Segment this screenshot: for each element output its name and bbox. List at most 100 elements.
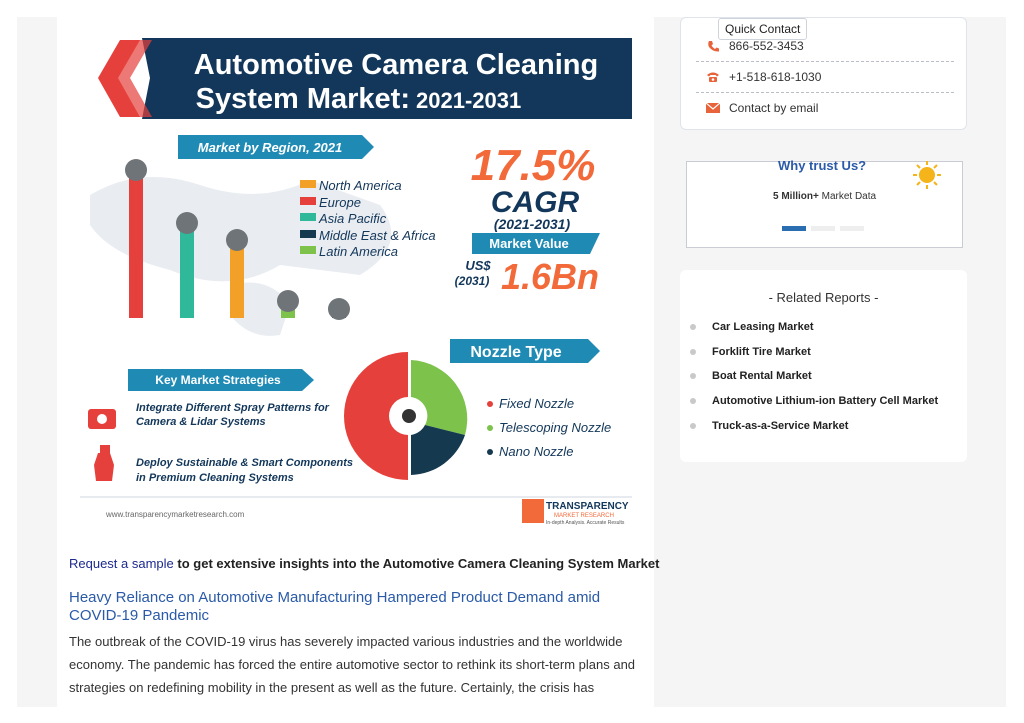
strategy-text: Deploy Sustainable & Smart Components <box>136 457 353 469</box>
us-label: US$ <box>465 258 491 273</box>
region-bar-europe <box>129 175 143 318</box>
related-report-link[interactable]: Car Leasing Market <box>712 321 814 333</box>
nozzle-slice-nano <box>411 425 465 475</box>
legend-swatch <box>300 230 316 238</box>
market-value-banner <box>472 233 600 254</box>
nozzle-banner <box>450 339 600 363</box>
request-sample-text: to get extensive insights into the Autom… <box>173 556 660 571</box>
contact-email-label: Contact by email <box>729 101 819 115</box>
market-infographic: Automotive Camera Cleaning System Market… <box>80 35 632 530</box>
legend-dot <box>487 401 493 407</box>
phone-icon <box>706 39 720 53</box>
strategy-text: Integrate Different Spray Patterns for <box>136 402 330 414</box>
related-report-link[interactable]: Forklift Tire Market <box>712 346 811 358</box>
article-heading: Heavy Reliance on Automotive Manufacturi… <box>69 589 601 624</box>
carousel-indicator[interactable] <box>840 226 864 231</box>
brand-logo-icon <box>522 499 544 523</box>
region-bar-latin-america <box>281 307 295 318</box>
region-bar-asia-pacific <box>180 230 194 318</box>
contact-phone-2-label: +1-518-618-1030 <box>729 70 822 84</box>
brand-name: TRANSPARENCY <box>546 501 629 512</box>
chevron-icon <box>116 40 152 117</box>
sun-icon <box>912 160 942 195</box>
bullet-icon <box>690 349 696 355</box>
us-year: (2031) <box>455 274 490 288</box>
bar-cap-icon <box>176 212 198 234</box>
related-report-item[interactable]: Automotive Lithium-ion Battery Cell Mark… <box>690 395 938 407</box>
nozzle-banner-label: Nozzle Type <box>470 344 561 361</box>
bar-cap-icon <box>277 290 299 312</box>
market-value-label: Market Value <box>489 236 569 251</box>
contact-email[interactable]: Contact by email <box>706 95 954 121</box>
cagr-value: 17.5% <box>471 141 596 190</box>
spray-bottle-icon <box>100 445 110 453</box>
region-bar-north-america <box>230 245 244 318</box>
article-paragraph: The outbreak of the COVID-19 virus has s… <box>69 634 636 695</box>
quick-contact-tooltip: Quick Contact <box>718 18 808 40</box>
trust-stat: 5 Million+ Market Data <box>773 191 876 202</box>
related-reports-box <box>680 270 967 462</box>
brand-sub: MARKET RESEARCH <box>554 513 614 519</box>
legend-swatch <box>300 246 316 254</box>
legend-label: Middle East & Africa <box>319 228 436 243</box>
carousel-indicator-active[interactable] <box>782 226 806 231</box>
world-map-shape <box>230 282 290 336</box>
legend-label: North America <box>319 178 402 193</box>
cagr-years: (2021-2031) <box>494 216 571 232</box>
nozzle-legend-label: Nano Nozzle <box>499 444 573 459</box>
camera-icon <box>97 414 107 424</box>
footer-url: www.transparencymarketresearch.com <box>105 510 245 519</box>
related-report-link[interactable]: Automotive Lithium-ion Battery Cell Mark… <box>712 395 939 407</box>
chevron-icon <box>98 40 140 117</box>
related-report-item[interactable]: Forklift Tire Market <box>690 346 811 358</box>
legend-dot <box>487 425 493 431</box>
bar-cap-icon <box>226 229 248 251</box>
nozzle-legend-label: Telescoping Nozzle <box>499 420 611 435</box>
market-value: 1.6Bn <box>501 256 599 297</box>
strategy-text: Camera & Lidar Systems <box>136 416 266 428</box>
related-report-item[interactable]: Boat Rental Market <box>690 370 812 382</box>
cagr-label: CAGR <box>491 186 580 219</box>
telephone-icon <box>706 70 720 84</box>
strategies-banner-label: Key Market Strategies <box>155 373 281 387</box>
related-report-link[interactable]: Boat Rental Market <box>712 370 812 382</box>
contact-phone-1[interactable]: 866-552-3453 <box>706 33 954 59</box>
legend-label: Europe <box>319 195 361 210</box>
request-sample-link[interactable]: Request a sample <box>69 556 174 571</box>
legend-swatch <box>300 213 316 221</box>
legend-label: Asia Pacific <box>318 211 387 226</box>
bar-cap-icon <box>328 298 350 320</box>
related-report-link[interactable]: Truck-as-a-Service Market <box>712 420 849 432</box>
title-banner <box>142 38 632 119</box>
strategy-text: in Premium Cleaning Systems <box>136 472 294 484</box>
region-banner <box>178 135 374 159</box>
bullet-icon <box>690 423 696 429</box>
contact-phone-1-label: 866-552-3453 <box>729 39 804 53</box>
bullet-icon <box>690 373 696 379</box>
bar-cap-icon <box>125 159 147 181</box>
carousel-indicator[interactable] <box>811 226 835 231</box>
divider <box>696 92 954 93</box>
envelope-icon <box>706 101 720 115</box>
spray-bottle-icon <box>94 453 114 481</box>
bullet-icon <box>690 398 696 404</box>
nozzle-legend-label: Fixed Nozzle <box>499 396 574 411</box>
region-banner-label: Market by Region, 2021 <box>198 140 343 155</box>
request-sample-line: Request a sample to get extensive insigh… <box>69 556 659 571</box>
infographic-title: System Market: <box>196 83 410 115</box>
related-report-item[interactable]: Car Leasing Market <box>690 321 813 333</box>
donut-center <box>402 409 416 423</box>
legend-swatch <box>300 197 316 205</box>
trust-stat-label: Market Data <box>818 191 877 202</box>
bullet-icon <box>690 324 696 330</box>
related-report-item[interactable]: Truck-as-a-Service Market <box>690 420 848 432</box>
nozzle-slice-fixed <box>344 352 408 480</box>
contact-phone-2[interactable]: +1-518-618-1030 <box>706 64 954 90</box>
trust-stat-number: 5 Million+ <box>773 191 819 202</box>
legend-swatch <box>300 180 316 188</box>
legend-label: Latin America <box>319 244 398 259</box>
infographic-title: Automotive Camera Cleaning <box>194 49 598 81</box>
strategies-banner <box>128 369 314 391</box>
related-reports-title: - Related Reports - <box>768 290 879 305</box>
brand-tag: In-depth Analysis. Accurate Results <box>546 520 625 526</box>
